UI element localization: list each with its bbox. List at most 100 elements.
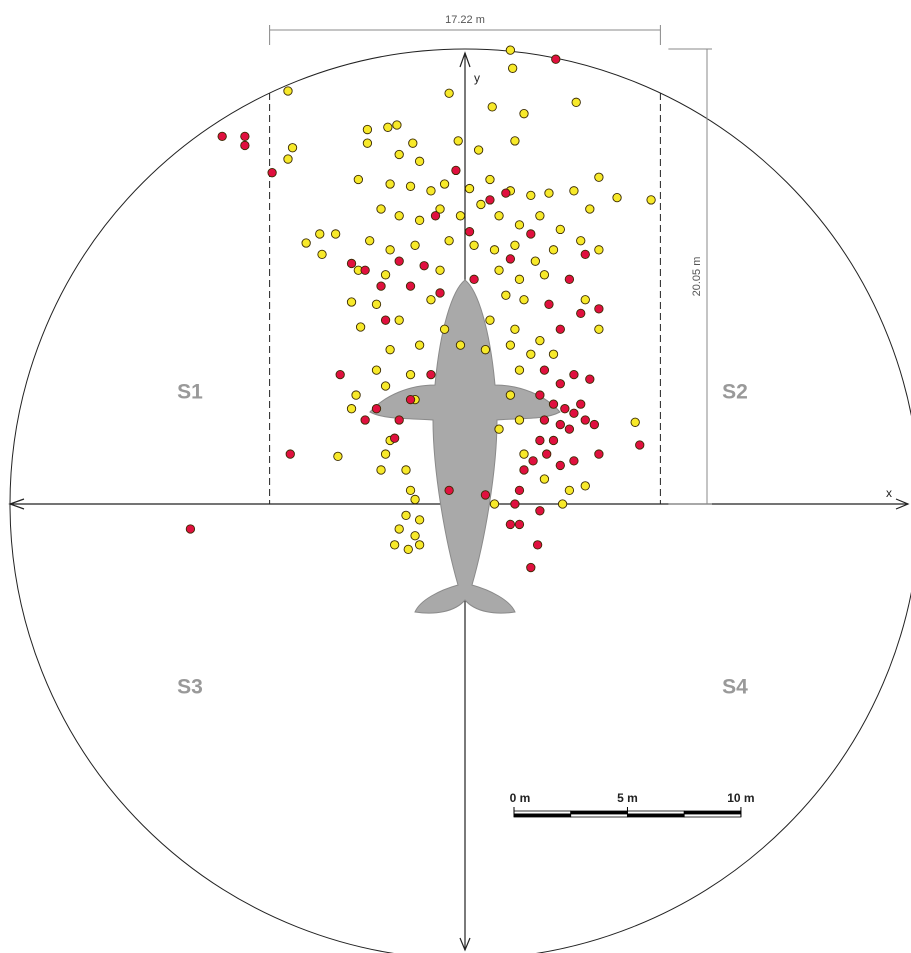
whale-silhouette [369, 279, 561, 614]
data-point [405, 181, 416, 191]
sector-label: S2 [722, 381, 748, 404]
data-point [240, 131, 250, 142]
data-point [539, 474, 550, 484]
data-point [555, 419, 565, 430]
data-point [646, 195, 656, 205]
data-point [548, 399, 559, 409]
data-point [542, 449, 552, 459]
x-axis-arrow [895, 498, 910, 510]
data-point [394, 211, 404, 221]
data-point [544, 299, 554, 309]
data-point [555, 460, 565, 471]
data-point [501, 290, 511, 300]
data-point [564, 485, 575, 496]
data-point [480, 490, 491, 500]
data-point [185, 524, 196, 534]
data-point [494, 211, 504, 221]
data-point [530, 256, 540, 266]
data-point [267, 168, 277, 178]
data-point [548, 349, 559, 359]
data-point [580, 481, 590, 491]
data-point [557, 499, 568, 509]
data-point [560, 404, 570, 414]
data-point [283, 86, 293, 96]
y-axis-label: y [474, 71, 480, 85]
scale-bar-segment [627, 810, 685, 815]
data-point [510, 499, 520, 509]
data-point [510, 324, 520, 334]
data-point [376, 465, 386, 475]
data-point [455, 211, 466, 221]
data-point [355, 322, 366, 332]
data-point [594, 245, 604, 255]
data-point [371, 365, 382, 375]
scale-bar-label: 0 m [510, 791, 531, 805]
data-point [526, 562, 536, 573]
sector-label: S3 [177, 676, 203, 699]
scale-bar-label: 5 m [617, 791, 638, 805]
data-point [330, 229, 341, 239]
data-point [362, 124, 373, 135]
data-point [435, 204, 445, 214]
scale-bar-segment [570, 813, 628, 818]
data-point [580, 415, 590, 425]
data-point [376, 204, 386, 214]
data-point [405, 394, 416, 405]
data-point [385, 179, 395, 189]
data-point [464, 183, 475, 194]
data-point [469, 240, 479, 250]
data-point [594, 304, 604, 314]
data-point [519, 295, 529, 305]
data-point [390, 433, 400, 443]
data-point [635, 440, 645, 450]
data-point [487, 102, 497, 112]
data-point [410, 531, 420, 541]
data-point [455, 340, 466, 350]
data-point [385, 345, 395, 355]
scale-bar-segment [570, 810, 628, 815]
data-point [489, 245, 500, 255]
data-point [383, 122, 393, 132]
data-point [426, 295, 436, 305]
data-point [594, 172, 604, 182]
data-point [439, 179, 450, 189]
data-point [414, 540, 425, 550]
data-point [410, 494, 420, 505]
data-point [335, 369, 345, 380]
scale-bar-label: 10 m [727, 791, 754, 805]
dimension-label: 20.05 m [691, 257, 703, 297]
data-point [519, 465, 529, 475]
data-point [519, 109, 529, 119]
y-axis-arrow [459, 937, 471, 952]
data-point [571, 97, 581, 107]
data-point [494, 265, 504, 275]
data-point [315, 229, 325, 239]
data-point [576, 399, 586, 409]
data-point [580, 249, 590, 260]
x-axis-label: x [886, 486, 892, 500]
data-point [414, 340, 425, 350]
data-point [453, 136, 463, 146]
data-point [371, 404, 382, 414]
data-point [589, 419, 600, 430]
data-point [485, 174, 495, 185]
data-point [569, 408, 579, 418]
data-point [505, 254, 516, 264]
data-point [439, 324, 450, 334]
data-point [365, 236, 375, 246]
data-point [360, 415, 370, 425]
data-point [532, 540, 543, 550]
data-point [380, 315, 391, 325]
data-point [414, 515, 425, 525]
data-point [505, 45, 516, 55]
data-point [405, 369, 416, 380]
data-point [360, 265, 370, 275]
data-point [576, 308, 586, 319]
scale-bar-segment [513, 813, 572, 818]
data-point [539, 415, 550, 425]
data-point [405, 281, 416, 291]
data-point [451, 165, 461, 176]
data-point [346, 404, 357, 414]
data-point [630, 417, 640, 427]
